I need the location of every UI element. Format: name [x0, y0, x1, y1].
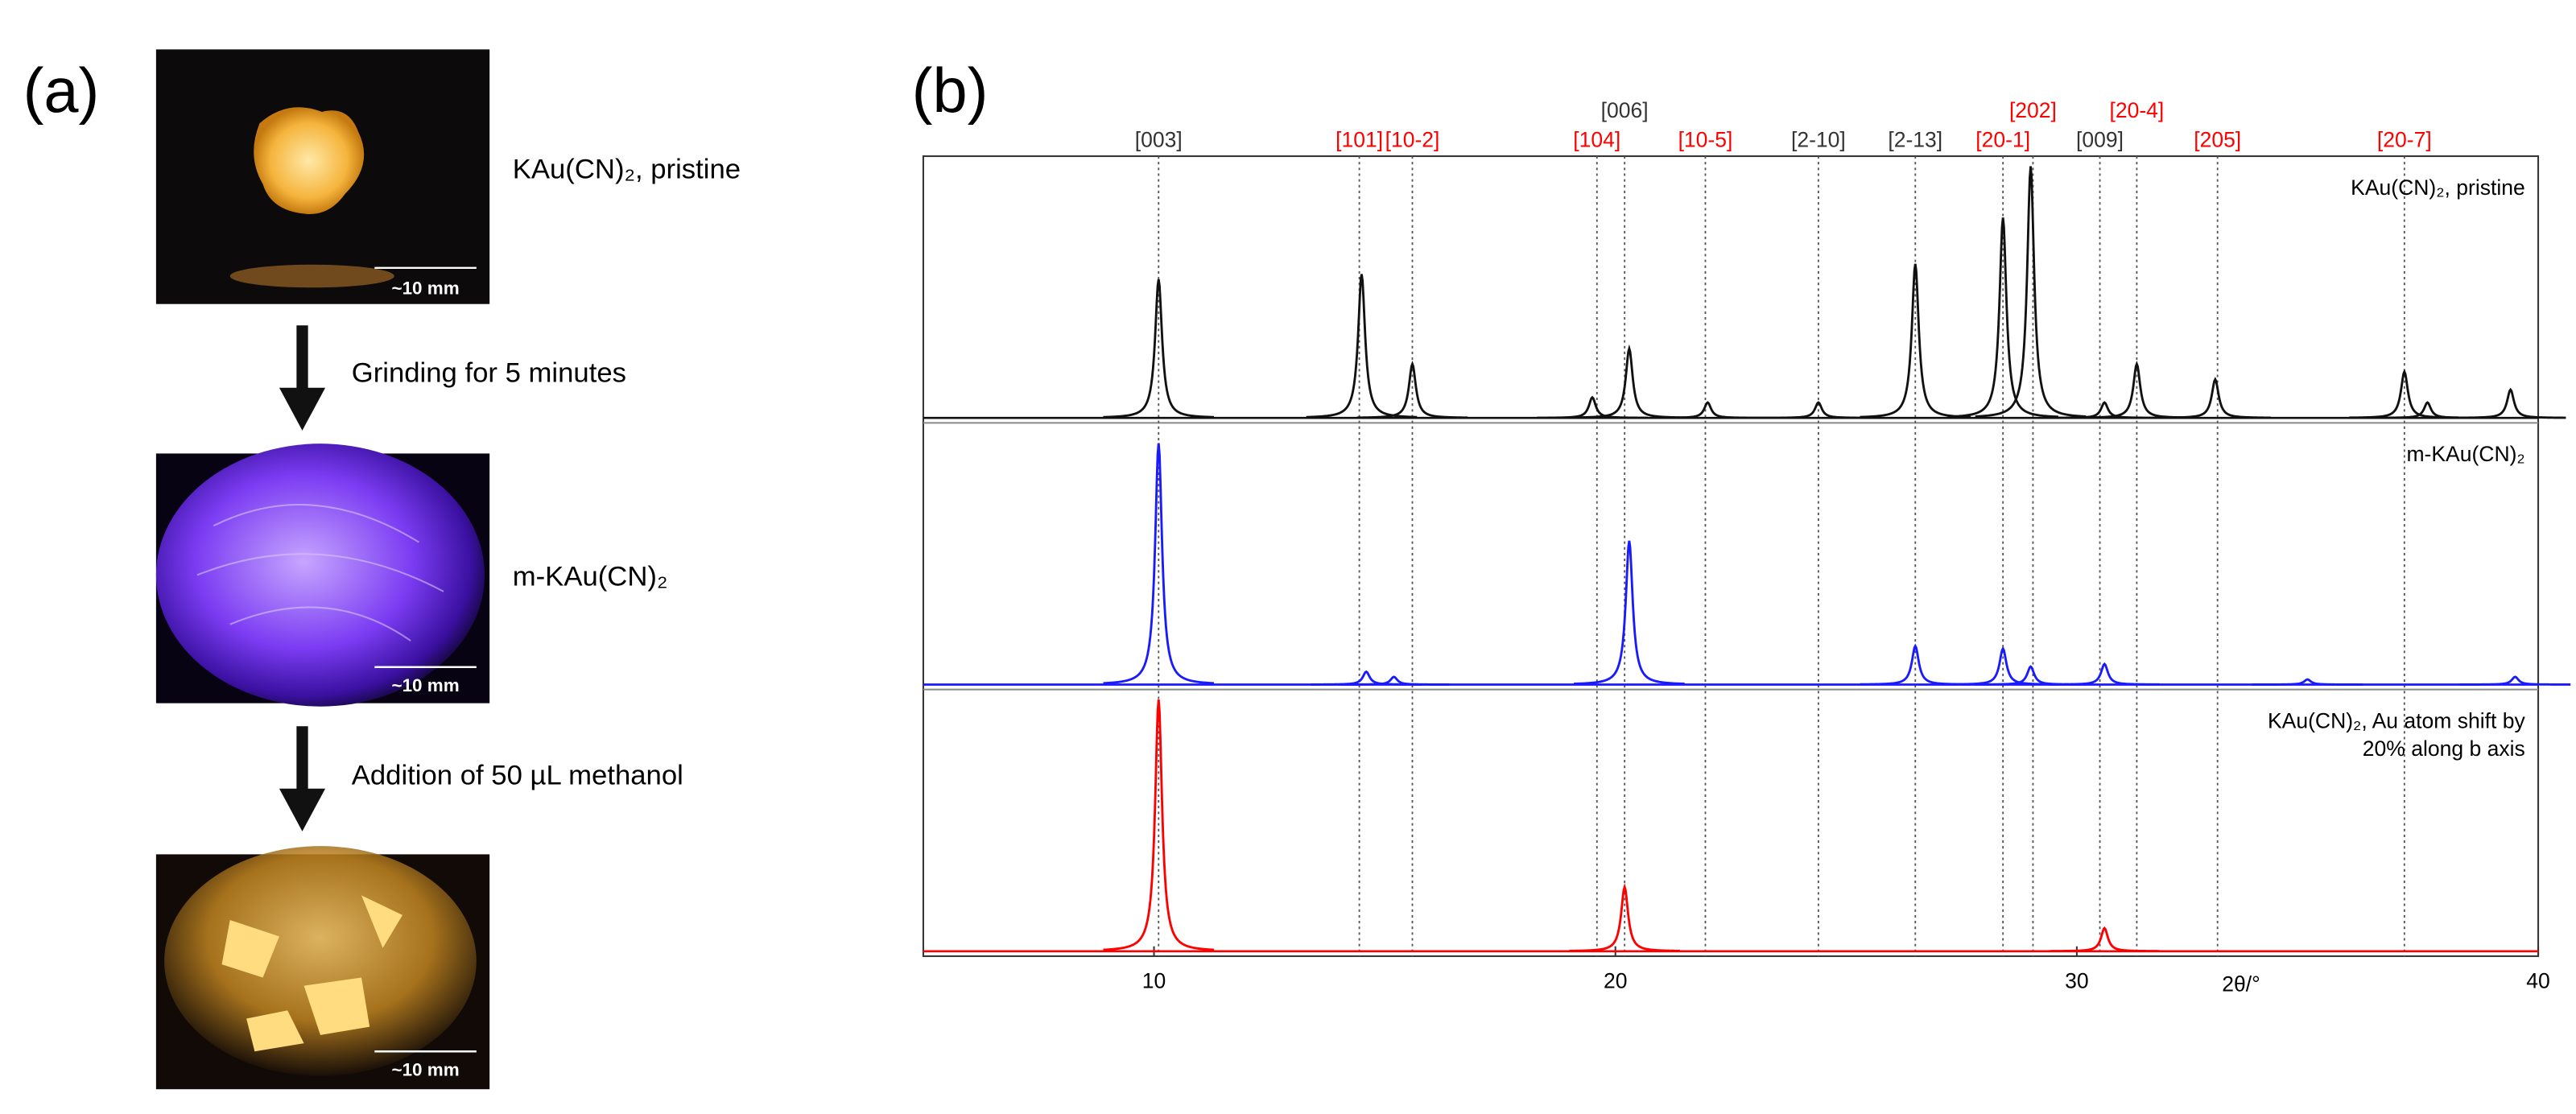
reflection-label: [20-1] — [1975, 128, 2030, 152]
reflection-label: [205] — [2194, 128, 2241, 152]
reflection-label: [20-7] — [2377, 128, 2432, 152]
peak — [1975, 665, 2087, 686]
reflection-label: [101] — [1335, 128, 1383, 152]
scale-bar-label: ~10 mm — [391, 675, 459, 695]
x-tick-label: 40 — [2526, 969, 2550, 993]
peak — [2252, 678, 2363, 686]
reflection-label: [104] — [1573, 128, 1620, 152]
series-label: 20% along b axis — [2363, 736, 2525, 761]
reflection-label: [202] — [2009, 98, 2057, 122]
scale-bar-label: ~10 mm — [391, 1060, 459, 1080]
panel-label: (b) — [912, 56, 989, 126]
peak — [1103, 699, 1215, 951]
caption: m-KAu(CN)₂ — [513, 562, 668, 592]
peak — [1574, 540, 1685, 685]
series-label: KAu(CN)₂, pristine — [2351, 175, 2525, 200]
arrow — [279, 325, 326, 831]
x-axis-label: 2θ/° — [2222, 972, 2260, 996]
step-label: Addition of 50 µL methanol — [352, 761, 683, 791]
reflection-label: [2-13] — [1888, 128, 1942, 152]
reflection-label: [009] — [2076, 128, 2124, 152]
step-label: Grinding for 5 minutes — [352, 358, 626, 389]
photo — [155, 444, 490, 707]
x-tick-label: 20 — [1604, 969, 1628, 993]
peak — [2049, 401, 2161, 419]
photo — [155, 49, 490, 304]
peak — [1103, 278, 1215, 419]
reflection-label: [2-10] — [1791, 128, 1846, 152]
reflection-label: [10-5] — [1678, 128, 1733, 152]
peak — [1356, 360, 1468, 419]
peak — [2459, 675, 2571, 686]
scale-bar-label: ~10 mm — [391, 278, 459, 298]
plot-frame — [922, 155, 2540, 957]
peak — [1569, 883, 1680, 952]
series-label: KAu(CN)₂, Au atom shift by — [2268, 708, 2525, 732]
reflection-label: [003] — [1135, 128, 1183, 152]
caption: KAu(CN)₂, pristine — [513, 155, 741, 185]
peak — [1652, 401, 1764, 419]
photo — [155, 846, 490, 1090]
reflection-label: [20-4] — [2109, 98, 2164, 122]
peak — [2160, 377, 2271, 419]
peak — [2049, 926, 2161, 953]
peak — [1306, 274, 1418, 419]
peak — [1763, 401, 1874, 419]
series-label: m-KAu(CN)₂ — [2406, 442, 2524, 466]
peak — [1103, 443, 1215, 685]
peak — [1947, 646, 2058, 686]
peak — [2454, 387, 2566, 419]
peak — [1537, 395, 1648, 419]
peak — [1975, 166, 2087, 418]
panel-label: (a) — [23, 56, 100, 126]
peak — [1338, 675, 1450, 686]
x-tick-label: 30 — [2065, 969, 2088, 993]
reflection-label: [10-2] — [1385, 128, 1440, 152]
peak — [2049, 662, 2161, 686]
peak — [1574, 344, 1685, 419]
peak — [1947, 217, 2059, 419]
x-tick-label: 10 — [1142, 969, 1166, 993]
xrd-chart: [003] [101] [10-2] [104] [006] [10-5] [2-10] [2… — [922, 98, 2571, 996]
reflection-label: [006] — [1601, 98, 1649, 122]
